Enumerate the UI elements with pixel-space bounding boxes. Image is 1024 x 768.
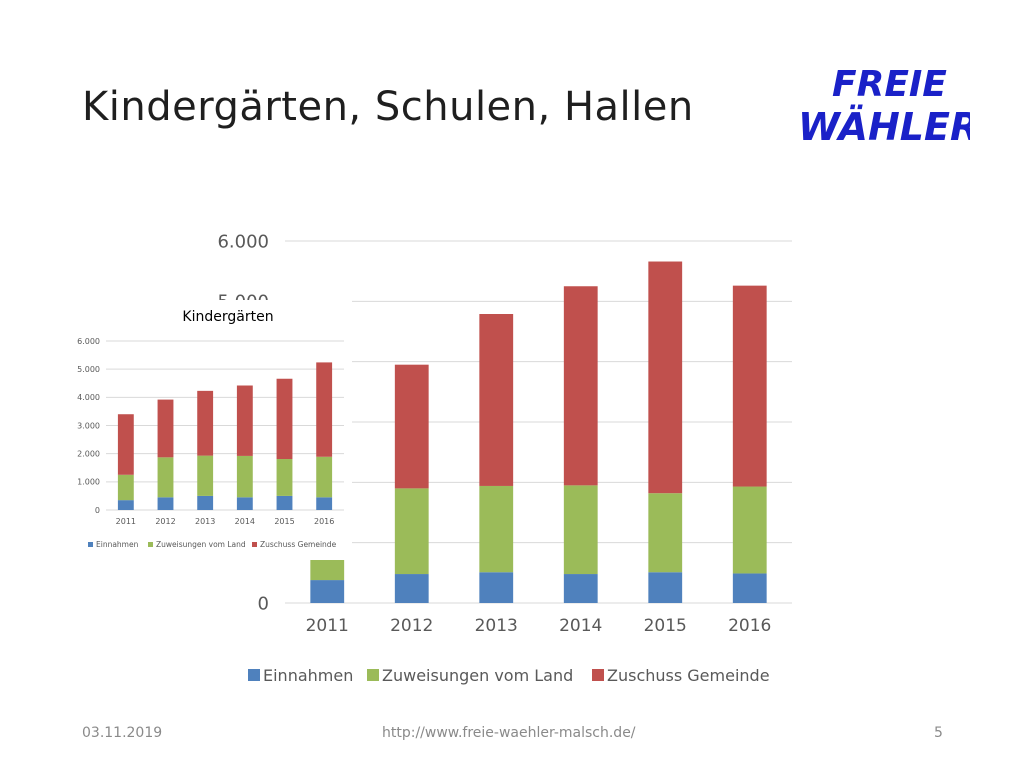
y-tick-label: 3.000 — [77, 421, 100, 430]
bar-segment-zuschuss-gemeinde-2015 — [648, 261, 683, 494]
bar-segment-einnahmen-2016 — [732, 573, 767, 603]
bar-segment-zuschuss-gemeinde-2011 — [117, 414, 134, 475]
bar-segment-einnahmen-2013 — [197, 495, 214, 510]
bar-segment-zuweisungen-vom-land-2014 — [563, 485, 598, 575]
slide-title: Kindergärten, Schulen, Hallen — [82, 84, 694, 130]
bar-segment-zuschuss-gemeinde-2014 — [563, 286, 598, 486]
legend-label: Zuweisungen vom Land — [156, 540, 246, 549]
y-tick-label: 4.000 — [77, 393, 100, 402]
bar-segment-einnahmen-2011 — [117, 500, 134, 510]
x-tick-label: 2016 — [728, 616, 771, 636]
legend-label: Einnahmen — [96, 540, 139, 549]
x-tick-label: 2011 — [306, 616, 349, 636]
bar-segment-zuweisungen-vom-land-2015 — [648, 493, 683, 573]
bar-segment-einnahmen-2014 — [236, 497, 253, 510]
x-tick-label: 2014 — [559, 616, 602, 636]
x-tick-label: 2013 — [195, 517, 215, 526]
x-tick-label: 2012 — [390, 616, 433, 636]
bar-segment-zuweisungen-vom-land-2016 — [732, 486, 767, 574]
freie-waehler-logo: FREIE WÄHLER — [798, 64, 970, 149]
bar-segment-zuschuss-gemeinde-2013 — [479, 314, 514, 486]
kindergaerten-inset-chart: Kindergärten 0 1.000 2.000 3.000 4.000 5.000 6.… — [62, 300, 352, 560]
bar-segment-zuschuss-gemeinde-2012 — [394, 364, 429, 489]
logo-line-1: FREIE — [832, 64, 947, 105]
bar-segment-zuweisungen-vom-land-2015 — [276, 459, 293, 496]
legend-swatch — [592, 669, 604, 681]
x-tick-label: 2014 — [235, 517, 255, 526]
x-tick-label: 2016 — [314, 517, 334, 526]
chart-title: Kindergärten — [182, 309, 273, 325]
x-tick-label: 2015 — [274, 517, 294, 526]
bar-segment-zuweisungen-vom-land-2013 — [479, 485, 514, 573]
bar-segment-zuschuss-gemeinde-2014 — [236, 385, 253, 456]
legend-swatch — [88, 542, 93, 547]
x-tick-label: 2011 — [116, 517, 136, 526]
bar-segment-zuschuss-gemeinde-2015 — [276, 378, 293, 460]
footer-page-number: 5 — [934, 725, 943, 741]
y-tick-label: 5.000 — [77, 365, 100, 374]
bar-segment-zuweisungen-vom-land-2012 — [394, 488, 429, 575]
y-tick-label: 1.000 — [77, 478, 100, 487]
y-tick-label: 0 — [258, 593, 269, 614]
legend-swatch — [252, 542, 257, 547]
y-tick-label: 0 — [95, 506, 100, 515]
bar-segment-einnahmen-2014 — [563, 574, 598, 603]
x-tick-label: 2013 — [475, 616, 518, 636]
bar-segment-zuschuss-gemeinde-2012 — [157, 399, 174, 458]
footer-url[interactable]: http://www.freie-waehler-malsch.de/ — [382, 725, 636, 741]
bar-segment-zuweisungen-vom-land-2014 — [236, 455, 253, 498]
bar-segment-einnahmen-2016 — [316, 497, 333, 510]
bar-segment-einnahmen-2015 — [648, 572, 683, 603]
bar-segment-zuschuss-gemeinde-2016 — [316, 362, 333, 457]
legend-label: Zuweisungen vom Land — [382, 666, 573, 685]
y-tick-label: 6.000 — [217, 231, 269, 252]
y-tick-label: 6.000 — [77, 337, 100, 346]
bar-segment-einnahmen-2012 — [157, 497, 174, 510]
bar-segment-einnahmen-2015 — [276, 495, 293, 510]
x-tick-label: 2015 — [644, 616, 687, 636]
bar-segment-zuschuss-gemeinde-2013 — [197, 390, 214, 456]
bar-segment-zuschuss-gemeinde-2016 — [732, 285, 767, 487]
legend-swatch — [248, 669, 260, 681]
bar-segment-zuweisungen-vom-land-2012 — [157, 457, 174, 498]
x-tick-label: 2012 — [155, 517, 175, 526]
footer-date: 03.11.2019 — [82, 725, 163, 741]
legend-swatch — [367, 669, 379, 681]
bar-segment-einnahmen-2012 — [394, 574, 429, 603]
legend-swatch — [148, 542, 153, 547]
logo-line-2: WÄHLER — [798, 105, 970, 149]
bar-segment-einnahmen-2011 — [310, 580, 345, 603]
legend-label: Einnahmen — [263, 666, 353, 685]
bar-segment-zuweisungen-vom-land-2011 — [117, 474, 134, 501]
legend-label: Zuschuss Gemeinde — [607, 666, 770, 685]
bar-segment-einnahmen-2013 — [479, 572, 514, 603]
bar-segment-zuweisungen-vom-land-2016 — [316, 456, 333, 498]
bar-segment-zuweisungen-vom-land-2013 — [197, 455, 214, 496]
legend-label: Zuschuss Gemeinde — [260, 540, 337, 549]
y-tick-label: 2.000 — [77, 449, 100, 458]
